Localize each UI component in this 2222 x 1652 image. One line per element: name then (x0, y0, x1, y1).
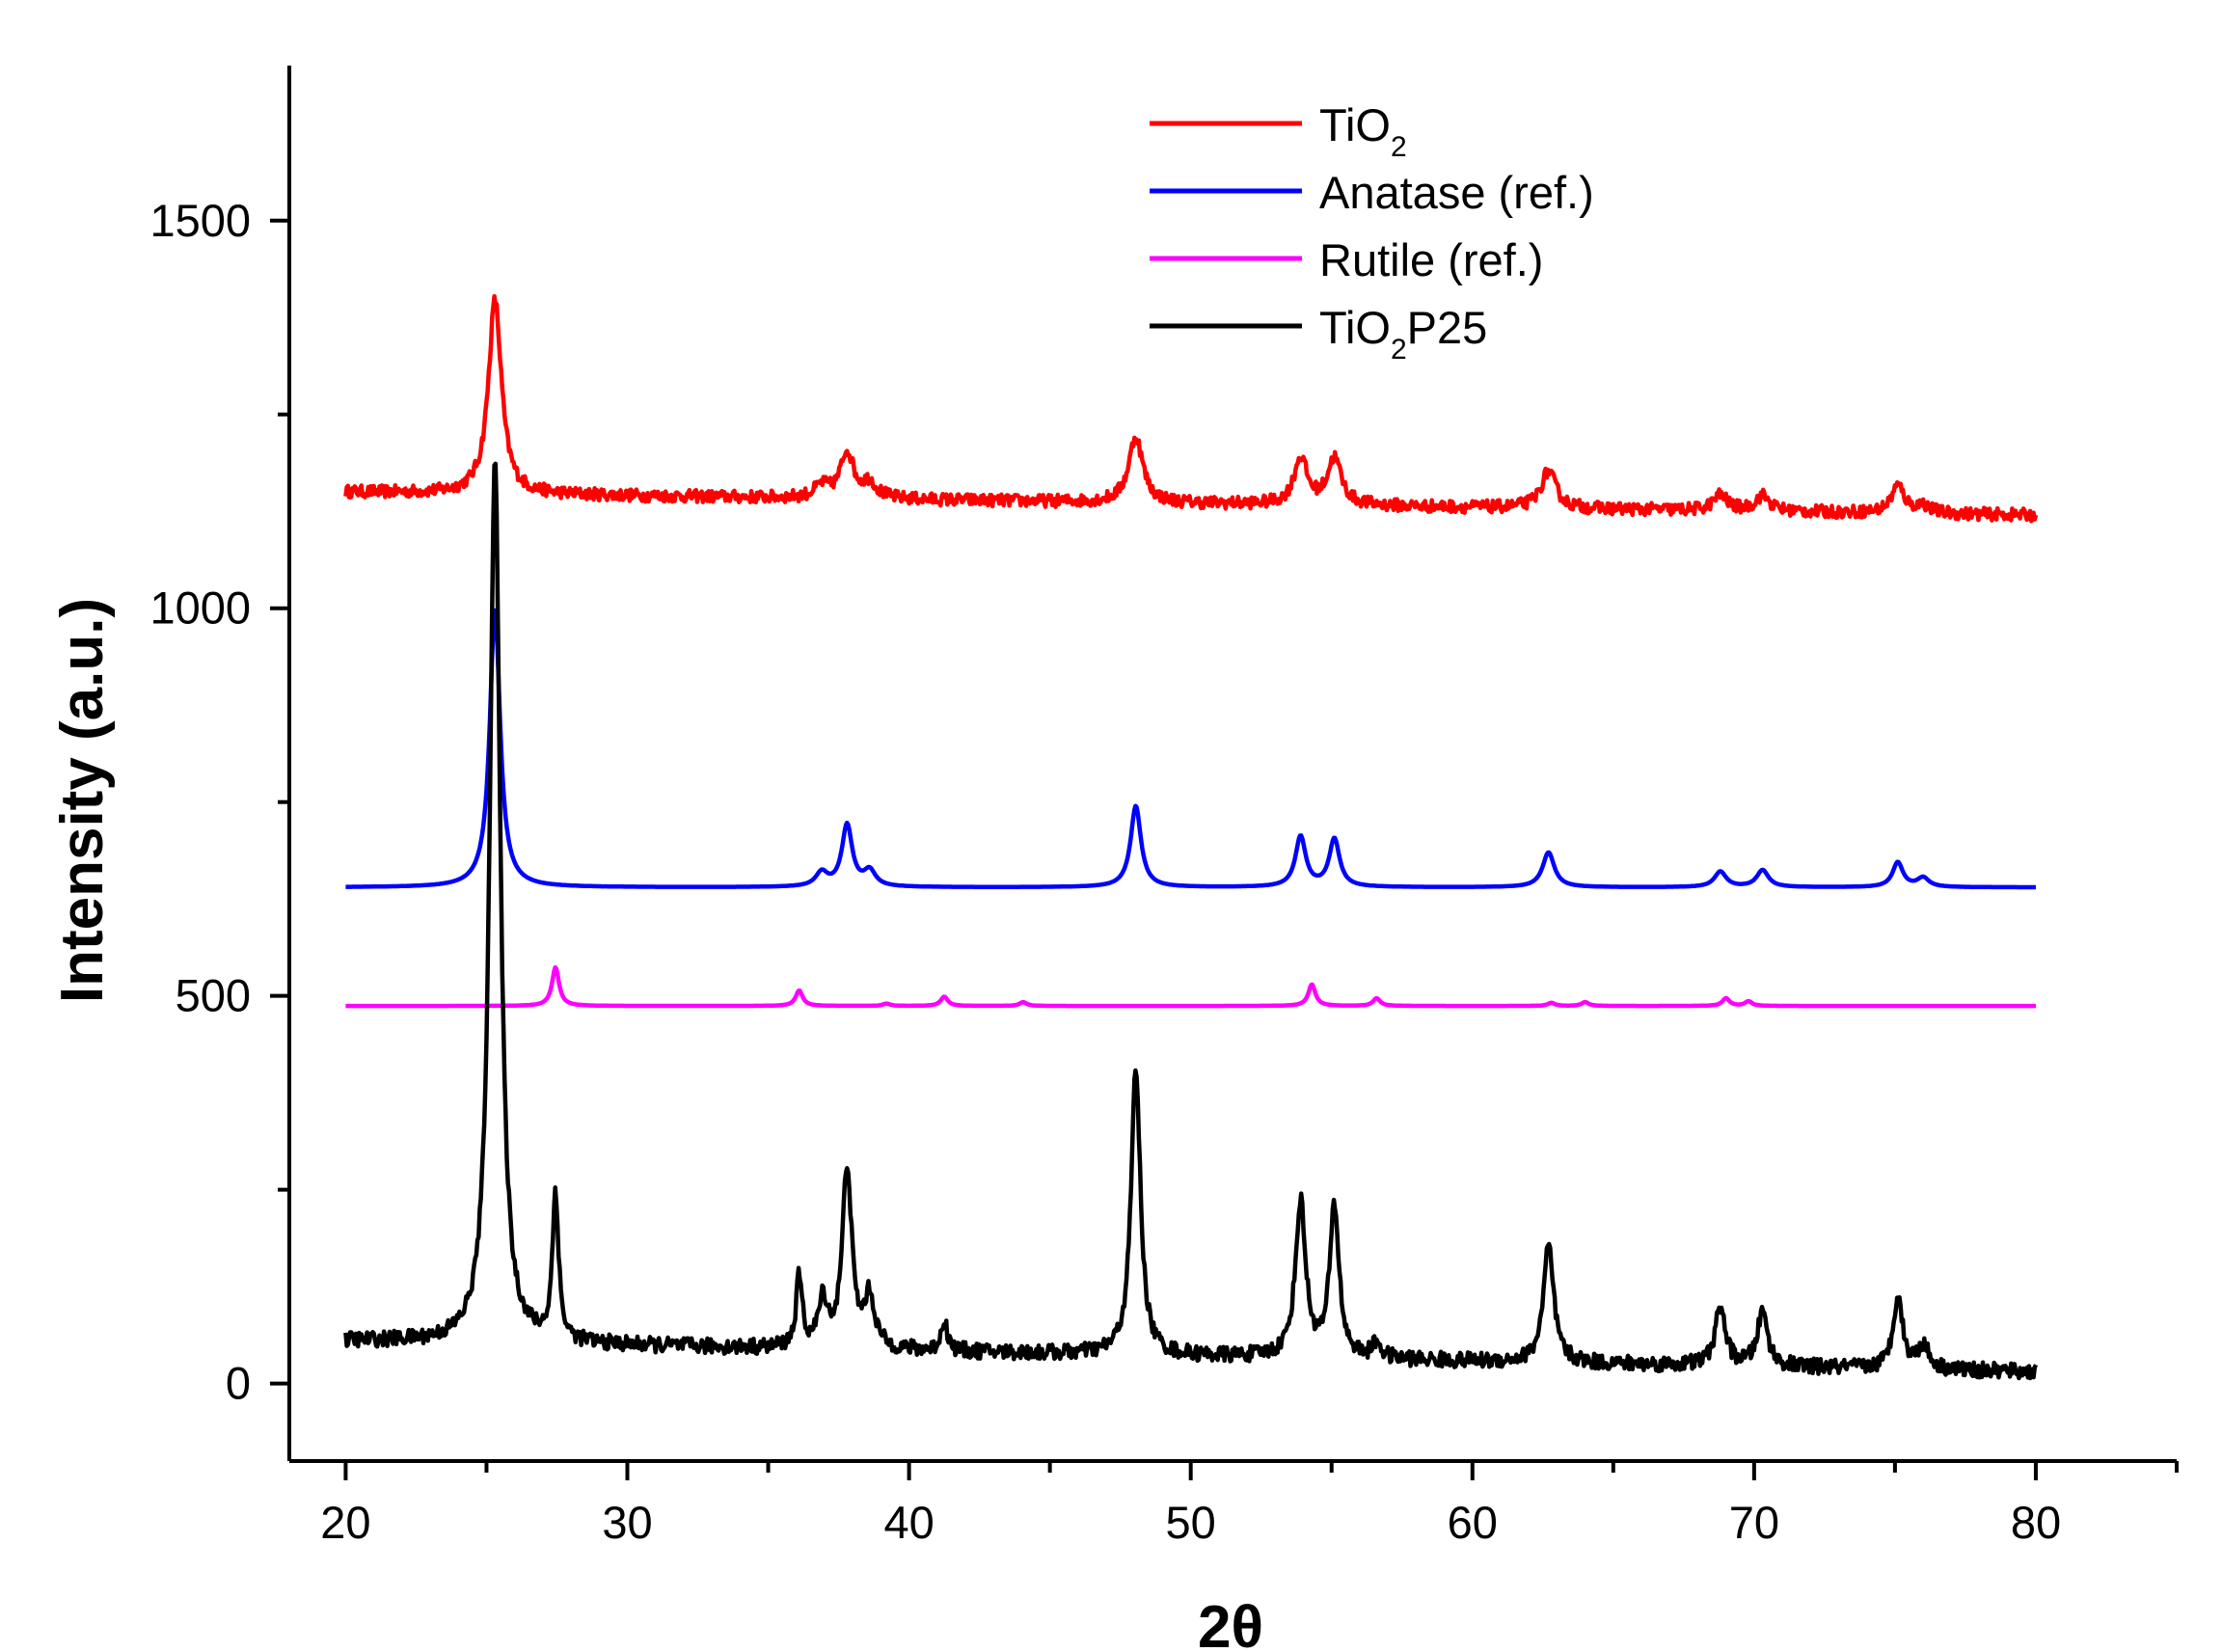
x-tick-label: 20 (320, 1497, 370, 1548)
legend-label-2: Rutile (ref.) (1319, 234, 1543, 285)
legend-label-3: TiO2P25 (1319, 302, 1487, 366)
legend-label-1: Anatase (ref.) (1319, 167, 1594, 218)
axes: 20 30 40 50 60 70 80 0 500 1000 1500 (149, 66, 2179, 1548)
y-tick-label: 500 (176, 970, 251, 1021)
legend-label-0: TiO2 (1319, 99, 1407, 163)
series-line-3 (343, 461, 2039, 1381)
x-tick-label: 60 (1448, 1497, 1498, 1548)
x-tick-label: 40 (883, 1497, 934, 1548)
x-tick-label: 30 (602, 1497, 652, 1548)
x-tick-label: 70 (1729, 1497, 1779, 1548)
y-tick-label: 0 (226, 1358, 251, 1409)
series-line-0 (343, 294, 2039, 524)
x-tick-label: 80 (2011, 1497, 2061, 1548)
x-tick-label: 50 (1166, 1497, 1216, 1548)
y-tick-label: 1500 (149, 195, 251, 246)
y-tick-label: 1000 (149, 582, 251, 634)
series-line-2 (344, 964, 2038, 1009)
x-axis-title: 2θ (1198, 1594, 1263, 1652)
series-line-1 (344, 608, 2038, 890)
plot-area (343, 294, 2039, 1381)
y-axis-title: Intensity (a.u.) (49, 598, 116, 1003)
